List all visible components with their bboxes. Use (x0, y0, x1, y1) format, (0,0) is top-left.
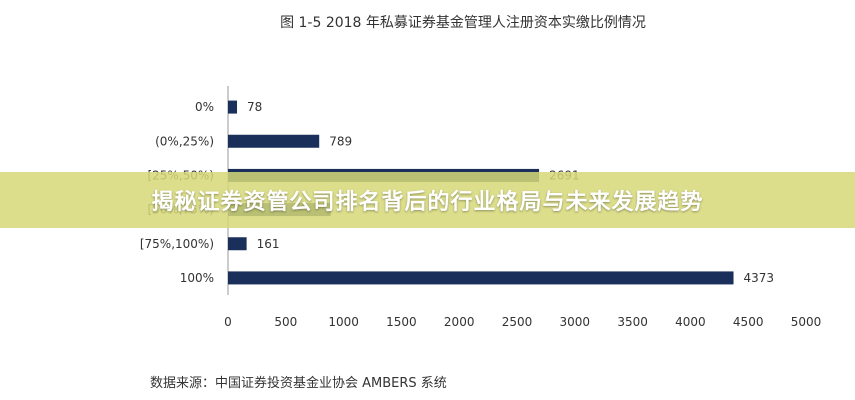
category-label: 0% (195, 100, 214, 114)
x-tick-label: 3000 (560, 315, 591, 329)
x-tick-label: 3500 (617, 315, 648, 329)
category-label: (0%,25%) (155, 134, 214, 148)
x-tick-label: 1000 (328, 315, 359, 329)
x-tick-label: 500 (274, 315, 297, 329)
chart-title: 图 1-5 2018 年私募证券基金管理人注册资本实缴比例情况 (280, 14, 646, 31)
x-tick-label: 2500 (502, 315, 533, 329)
category-label: [75%,100%) (140, 237, 214, 251)
bar-5 (228, 271, 734, 285)
x-tick-label: 4000 (675, 315, 706, 329)
banner-headline: 揭秘证券资管公司排名背后的行业格局与未来发展趋势 (151, 190, 704, 215)
category-label: 100% (180, 271, 214, 285)
value-label: 4373 (744, 271, 775, 285)
x-axis-ticks: 0 500 1000 1500 2000 2500 3000 3500 4000 4500 5000 (224, 315, 821, 329)
x-tick-label: 0 (224, 315, 232, 329)
x-tick-label: 1500 (386, 315, 417, 329)
bar-0 (228, 100, 238, 114)
x-tick-label: 4500 (733, 315, 764, 329)
overlay-banner: 揭秘证券资管公司排名背后的行业格局与未来发展趋势 (0, 172, 855, 228)
bar-1 (228, 134, 320, 148)
value-label: 789 (329, 134, 352, 148)
bar-4 (228, 237, 247, 251)
x-tick-label: 5000 (791, 315, 822, 329)
x-tick-label: 2000 (444, 315, 475, 329)
source-note: 数据来源：中国证券投资基金业协会 AMBERS 系统 (150, 375, 447, 391)
value-label: 161 (257, 237, 280, 251)
value-label: 78 (247, 100, 262, 114)
